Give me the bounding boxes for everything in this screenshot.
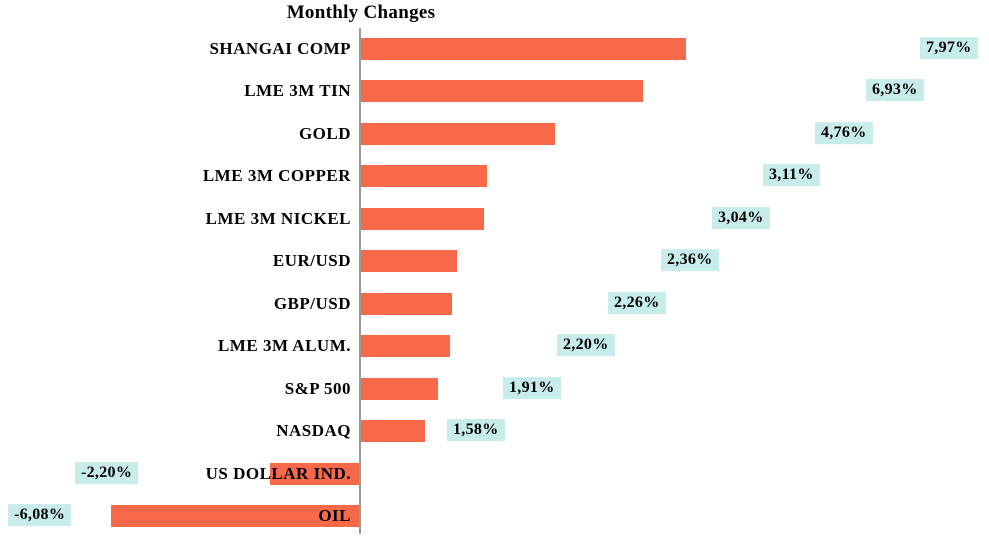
bar: [360, 292, 453, 315]
bar: [360, 420, 425, 443]
value-label: -2,20%: [75, 461, 139, 484]
category-label: SHANGAI COMP: [209, 39, 351, 58]
category-label: LME 3M TIN: [244, 81, 351, 101]
bar: [270, 462, 360, 485]
category-label: LME 3M NICKEL: [205, 208, 351, 228]
category-label: EUR/USD: [272, 251, 351, 271]
bar: [111, 504, 360, 527]
category-label: NASDAQ: [276, 421, 351, 441]
bar: [360, 165, 488, 188]
bar: [360, 335, 450, 358]
category-label: OIL: [318, 505, 351, 525]
bar: [360, 250, 457, 273]
bar: [360, 80, 644, 103]
y-axis-zero-line: [359, 28, 361, 534]
value-label: 2,20%: [557, 334, 615, 357]
value-label: 3,11%: [763, 164, 820, 187]
value-label: 1,58%: [447, 419, 505, 442]
value-label: 6,93%: [866, 79, 924, 102]
bar: [360, 122, 555, 145]
value-label: 7,97%: [920, 37, 978, 60]
bar: [360, 207, 485, 230]
category-label: LME 3M COPPER: [202, 166, 351, 186]
value-label: 1,91%: [503, 376, 561, 399]
value-label: 2,26%: [608, 291, 666, 314]
chart-title: Monthly Changes: [286, 2, 436, 23]
category-label: LME 3M ALUM.: [217, 336, 351, 356]
category-label: GBP/USD: [273, 293, 351, 313]
bar: [360, 377, 439, 400]
value-label: 3,04%: [712, 206, 770, 229]
value-label: -6,08%: [8, 504, 72, 527]
category-label: S&P 500: [284, 378, 351, 398]
category-label: US DOLLAR IND.: [205, 463, 351, 483]
bar: [360, 38, 686, 60]
value-label: 4,76%: [815, 122, 873, 145]
category-label: GOLD: [298, 123, 351, 143]
value-label: 2,36%: [661, 249, 719, 272]
